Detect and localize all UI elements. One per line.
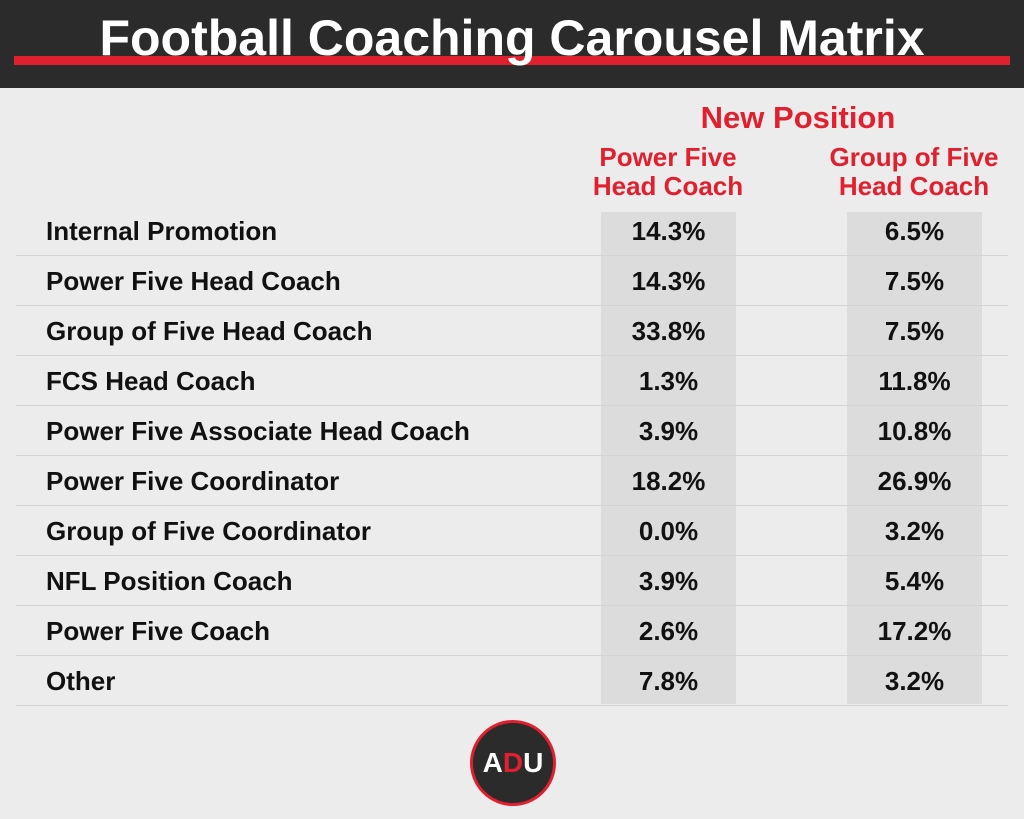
row-label: Internal Promotion [46, 216, 278, 246]
value-cell: 3.2% [884, 516, 945, 546]
row-label: Group of Five Coordinator [46, 516, 371, 546]
value-cell: 7.5% [884, 316, 945, 346]
logo-letter: U [523, 747, 544, 778]
row-label: NFL Position Coach [46, 566, 293, 596]
value-cell: 11.8% [878, 366, 951, 396]
column-header: Power Five [599, 142, 737, 172]
title-underline [14, 56, 1010, 65]
row-divider [16, 705, 1008, 706]
row-divider [16, 355, 1008, 356]
row-label: Group of Five Head Coach [46, 316, 373, 346]
value-cell: 0.0% [638, 516, 699, 546]
header-bar [0, 0, 1024, 88]
row-label: FCS Head Coach [46, 366, 256, 396]
value-cell: 33.8% [631, 316, 706, 346]
logo-letter: D [502, 747, 524, 778]
value-cell: 26.9% [877, 466, 952, 496]
row-divider [16, 305, 1008, 306]
value-cell: 7.5% [884, 266, 945, 296]
row-label: Other [46, 666, 116, 696]
value-cell: 3.2% [884, 666, 945, 696]
row-divider [16, 555, 1008, 556]
row-label: Power Five Coordinator [46, 466, 340, 496]
value-cell: 1.3% [638, 366, 699, 396]
value-cell: 17.2% [877, 616, 952, 646]
row-divider [16, 655, 1008, 656]
value-cell: 5.4% [884, 566, 945, 596]
row-label: Power Five Associate Head Coach [46, 416, 470, 446]
title: Football Coaching Carousel Matrix [99, 10, 925, 66]
value-cell: 18.2% [631, 466, 706, 496]
value-cell: 10.8% [877, 416, 952, 446]
logo-letter: A [482, 747, 503, 778]
row-divider [16, 455, 1008, 456]
row-divider [16, 505, 1008, 506]
row-divider [16, 605, 1008, 606]
value-cell: 3.9% [638, 566, 699, 596]
column-header: Group of Five [829, 142, 999, 172]
row-divider [16, 405, 1008, 406]
row-label: Power Five Coach [46, 616, 270, 646]
value-cell: 14.3% [631, 216, 706, 246]
value-cell: 3.9% [638, 416, 699, 446]
column-shade [847, 212, 982, 704]
column-shade [601, 212, 736, 704]
column-header: Head Coach [838, 171, 990, 201]
value-cell: 2.6% [638, 616, 699, 646]
value-cell: 6.5% [884, 216, 945, 246]
value-cell: 7.8% [638, 666, 699, 696]
logo: ADU [470, 720, 556, 806]
row-divider [16, 255, 1008, 256]
row-label: Power Five Head Coach [46, 266, 341, 296]
column-header: Head Coach [592, 171, 744, 201]
group-header: New Position [700, 100, 896, 135]
value-cell: 14.3% [631, 266, 706, 296]
